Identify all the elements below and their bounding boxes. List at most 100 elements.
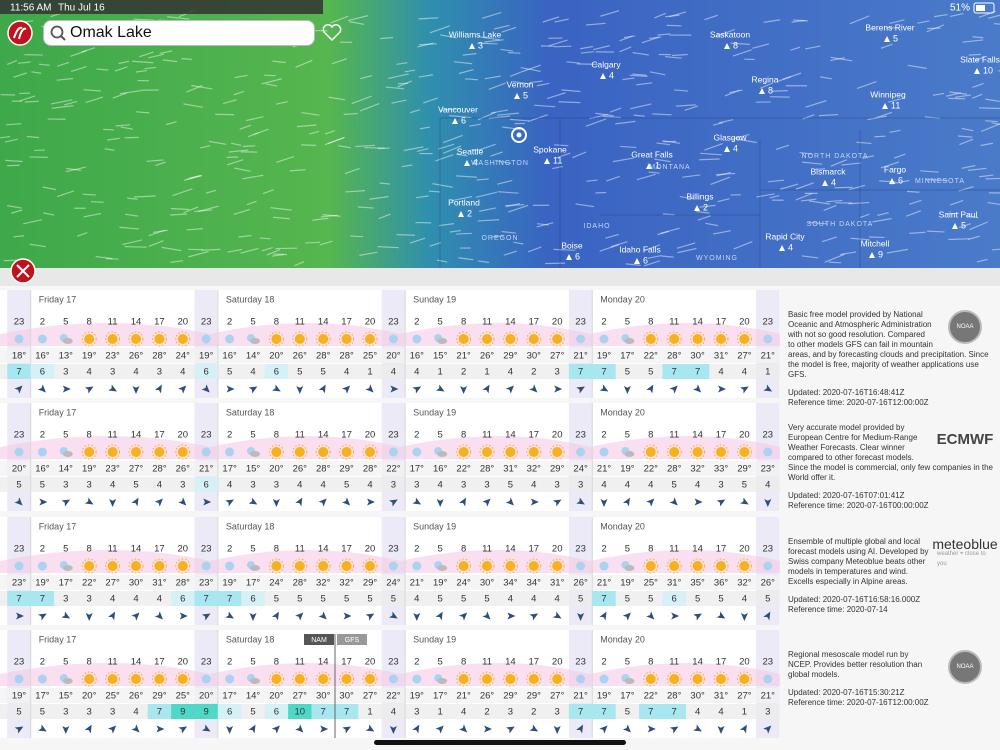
sun-rays	[502, 671, 518, 687]
wind-direction	[459, 724, 468, 733]
city-wind: 3	[478, 40, 483, 50]
favorite-button[interactable]	[322, 24, 342, 42]
sun-icon	[528, 561, 539, 571]
temperature: 16°	[35, 351, 50, 362]
reference-time: Reference time: 2020-07-16T12:00:00Z	[788, 398, 929, 407]
wind-speed: 3	[157, 367, 162, 378]
wind-streak	[469, 123, 481, 127]
temp-band	[0, 461, 780, 476]
reference-time: Reference time: 2020-07-14	[788, 605, 888, 614]
wind-highlight	[568, 704, 593, 719]
wind-streak	[926, 24, 945, 33]
wind-streak	[506, 203, 521, 208]
sun-rays	[713, 671, 729, 687]
city-name: Spokane	[533, 144, 567, 154]
wind-direction	[763, 384, 773, 392]
sun-rays	[292, 444, 308, 460]
temperature: 25°	[105, 691, 120, 702]
wind-streak	[186, 85, 203, 93]
hour-label: 11	[108, 317, 118, 328]
wind-streak	[13, 72, 27, 78]
temperature: 17°	[620, 691, 635, 702]
wind-streak	[475, 191, 498, 198]
wind-streak	[767, 179, 784, 183]
wind-streak	[344, 167, 360, 175]
wind-arrow	[464, 160, 470, 166]
hour-label: 8	[648, 657, 653, 668]
wind-streak	[648, 36, 662, 40]
hour-label: 5	[63, 317, 68, 328]
wind-direction	[459, 497, 467, 507]
wind-streak	[242, 145, 256, 148]
temperature: 16°	[222, 351, 237, 362]
wind-arrow	[458, 211, 464, 217]
wind-streak	[484, 75, 501, 80]
wind-arrow	[822, 180, 828, 186]
hour-label: 14	[318, 544, 329, 555]
sun-icon	[645, 561, 656, 571]
wind-direction	[248, 386, 258, 394]
wind-direction	[554, 385, 563, 393]
wind-speed: 4	[438, 480, 443, 491]
hour-label: 20	[739, 544, 750, 555]
sun-rays	[736, 558, 752, 574]
wind-streak	[991, 248, 1000, 251]
wind-streak	[824, 253, 845, 263]
hour-label: 23	[575, 544, 586, 555]
sun-rays	[339, 558, 355, 574]
wind-streak	[419, 126, 431, 130]
wind-streak	[359, 103, 380, 112]
sheet-header	[0, 268, 1000, 286]
day-label: Monday 20	[600, 521, 645, 531]
moon-icon	[225, 447, 235, 457]
wind-streak	[684, 105, 699, 111]
wind-direction	[201, 613, 211, 621]
wind-streak	[122, 239, 143, 246]
wind-streak	[602, 115, 621, 119]
hour-label: 2	[414, 657, 419, 668]
wind-direction	[412, 386, 422, 394]
wind-streak	[662, 213, 675, 216]
wind-streak	[51, 105, 74, 109]
hour-label: 14	[505, 657, 516, 668]
wind-highlight	[241, 591, 265, 606]
wind-direction	[599, 611, 607, 621]
wind-streak	[668, 11, 687, 18]
wind-arrow	[694, 205, 700, 211]
region-name: SOUTH DAKOTA	[807, 221, 874, 228]
wind-streak	[771, 90, 788, 92]
wind-streak	[194, 209, 213, 213]
temperature: 22°	[644, 691, 659, 702]
wind-streak	[183, 103, 204, 108]
temperature: 17°	[246, 578, 261, 589]
moon-icon	[388, 561, 398, 571]
hour-label: 8	[87, 657, 92, 668]
wind-streak	[81, 47, 96, 53]
wind-direction	[154, 384, 162, 394]
wind-streak	[736, 138, 757, 144]
sun-icon	[552, 334, 563, 344]
day-label: Sunday 19	[413, 294, 456, 304]
wind-direction	[739, 724, 747, 734]
wind-streak	[360, 75, 373, 80]
wind-speed: 7	[601, 594, 606, 605]
wind-direction	[482, 498, 491, 507]
temperature: 36°	[714, 578, 729, 589]
sun-rays	[292, 558, 308, 574]
hour-label: 20	[552, 657, 563, 668]
wind-streak	[576, 63, 598, 66]
wind-streak	[201, 248, 221, 251]
wind-speed: 4	[625, 480, 630, 491]
wind-streak	[107, 137, 120, 141]
wind-streak	[917, 20, 930, 24]
wind-direction	[109, 499, 117, 507]
hour-label: 11	[108, 544, 118, 555]
sun-rays	[526, 558, 542, 574]
wind-direction	[295, 612, 304, 621]
search-box[interactable]: Omak Lake	[43, 20, 315, 46]
hour-label: 2	[227, 430, 232, 441]
hour-label: 23	[201, 430, 212, 441]
day-label: Friday 17	[39, 634, 77, 644]
wind-streak	[488, 82, 506, 90]
hour-label: 8	[461, 317, 466, 328]
